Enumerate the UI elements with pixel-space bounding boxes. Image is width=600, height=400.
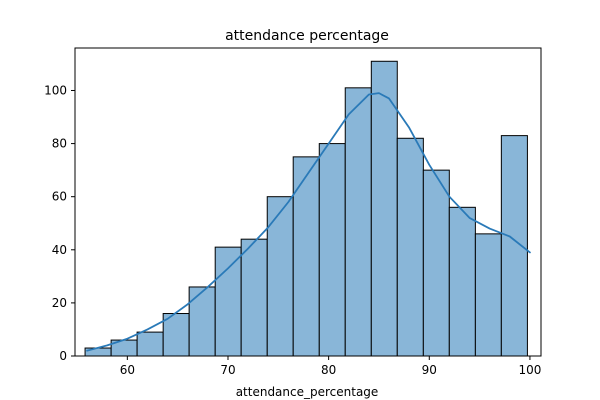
axes-group bbox=[74, 47, 542, 357]
histogram-bar bbox=[240, 238, 268, 357]
histogram-bar bbox=[396, 137, 424, 357]
kde-line bbox=[86, 92, 531, 352]
kde-group bbox=[86, 92, 531, 352]
histogram-bar bbox=[500, 135, 528, 357]
y-ticks-group: 0 20 40 60 80 100 bbox=[44, 83, 75, 363]
x-tick-label: 100 bbox=[518, 363, 541, 377]
x-ticks-group: 60 70 80 90 100 bbox=[120, 356, 541, 377]
x-tick-label: 80 bbox=[321, 363, 336, 377]
histogram-bar bbox=[474, 233, 502, 357]
x-axis-label: attendance_percentage bbox=[236, 385, 379, 399]
x-tick-label: 90 bbox=[422, 363, 437, 377]
y-tick-label: 40 bbox=[52, 243, 67, 257]
histogram-bar bbox=[214, 246, 242, 357]
histogram-bar bbox=[318, 143, 346, 357]
y-tick-label: 20 bbox=[52, 296, 67, 310]
histogram-bar bbox=[136, 331, 164, 357]
y-tick-label: 0 bbox=[59, 349, 67, 363]
y-tick-label: 60 bbox=[52, 190, 67, 204]
chart-title: attendance percentage bbox=[225, 28, 389, 44]
x-tick-label: 60 bbox=[120, 363, 135, 377]
histogram-bar bbox=[292, 156, 320, 357]
histogram-bar bbox=[266, 196, 294, 357]
y-tick-label: 80 bbox=[52, 137, 67, 151]
bars-group bbox=[84, 60, 528, 357]
x-tick-label: 70 bbox=[220, 363, 235, 377]
plot-frame bbox=[74, 47, 542, 357]
histogram-bar bbox=[188, 286, 216, 357]
y-tick-label: 100 bbox=[44, 83, 67, 97]
histogram-bar bbox=[422, 169, 450, 357]
histogram-bar bbox=[344, 87, 372, 357]
histogram-bar bbox=[448, 206, 476, 357]
histogram-bar bbox=[84, 347, 112, 357]
